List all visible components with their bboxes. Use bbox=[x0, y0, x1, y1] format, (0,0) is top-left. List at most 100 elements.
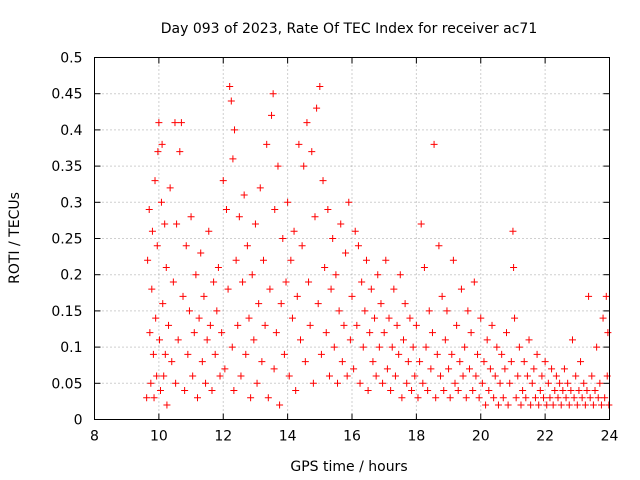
data-point bbox=[379, 379, 387, 387]
data-point bbox=[543, 401, 551, 409]
data-point bbox=[168, 358, 176, 366]
data-point bbox=[192, 271, 200, 279]
data-point bbox=[240, 191, 248, 199]
data-point bbox=[588, 372, 596, 380]
data-point bbox=[599, 314, 607, 322]
data-point bbox=[597, 401, 605, 409]
data-point bbox=[342, 249, 350, 257]
data-point bbox=[535, 401, 543, 409]
data-point bbox=[172, 379, 180, 387]
data-point bbox=[406, 314, 414, 322]
data-point bbox=[155, 119, 163, 127]
data-point bbox=[324, 206, 332, 214]
data-point bbox=[173, 220, 181, 228]
data-point bbox=[308, 148, 316, 156]
data-point bbox=[276, 401, 284, 409]
data-point bbox=[503, 329, 510, 337]
data-point bbox=[156, 387, 164, 395]
data-point bbox=[335, 307, 343, 315]
data-point bbox=[162, 263, 170, 271]
data-point bbox=[483, 336, 491, 344]
data-point bbox=[374, 271, 382, 279]
data-point bbox=[383, 365, 391, 373]
data-point bbox=[451, 379, 459, 387]
data-point bbox=[362, 256, 370, 264]
data-point bbox=[371, 314, 379, 322]
data-point bbox=[493, 343, 501, 351]
data-point bbox=[409, 343, 417, 351]
data-point bbox=[159, 300, 167, 308]
data-point bbox=[234, 321, 242, 329]
data-point bbox=[575, 387, 583, 395]
data-point bbox=[449, 256, 457, 264]
y-tick-label: 0.05 bbox=[51, 376, 82, 392]
data-point bbox=[395, 350, 403, 358]
y-tick-label: 0.5 bbox=[60, 51, 82, 67]
data-point bbox=[269, 90, 277, 98]
data-point bbox=[580, 379, 588, 387]
data-point bbox=[206, 321, 214, 329]
x-tick-label: 12 bbox=[214, 429, 232, 445]
data-point bbox=[359, 343, 367, 351]
data-point bbox=[161, 350, 169, 358]
data-point bbox=[171, 119, 179, 127]
data-point bbox=[153, 242, 161, 250]
data-point bbox=[464, 307, 472, 315]
data-point bbox=[256, 184, 264, 192]
data-point bbox=[441, 336, 449, 344]
data-point bbox=[179, 292, 187, 300]
x-axis: 8 10 12 14 16 18 20 22 24 bbox=[90, 57, 618, 445]
data-point bbox=[243, 242, 251, 250]
data-point bbox=[222, 206, 230, 214]
data-point bbox=[485, 387, 493, 395]
data-point bbox=[506, 379, 514, 387]
data-point bbox=[433, 350, 441, 358]
data-point bbox=[330, 343, 338, 351]
data-point bbox=[446, 394, 454, 402]
data-point bbox=[258, 358, 266, 366]
data-point bbox=[478, 379, 486, 387]
data-point bbox=[536, 387, 544, 395]
data-point bbox=[205, 227, 213, 235]
data-point bbox=[160, 372, 168, 380]
data-point bbox=[377, 300, 385, 308]
data-point bbox=[583, 387, 591, 395]
data-point bbox=[601, 394, 609, 402]
y-tick-label: 0.15 bbox=[51, 304, 82, 320]
grid bbox=[94, 57, 610, 420]
data-point bbox=[428, 329, 436, 337]
data-point bbox=[242, 350, 250, 358]
data-point bbox=[593, 343, 601, 351]
data-point bbox=[472, 372, 480, 380]
data-point bbox=[435, 242, 443, 250]
data-point bbox=[572, 372, 580, 380]
data-point bbox=[149, 350, 157, 358]
data-point bbox=[288, 314, 296, 322]
data-point bbox=[501, 365, 509, 373]
data-point bbox=[213, 307, 221, 315]
data-point bbox=[530, 365, 538, 373]
data-point bbox=[311, 213, 319, 221]
data-point bbox=[272, 329, 280, 337]
data-point bbox=[554, 394, 562, 402]
data-point bbox=[496, 379, 504, 387]
data-point bbox=[322, 329, 330, 337]
data-point bbox=[200, 292, 208, 300]
data-point bbox=[457, 285, 465, 293]
data-point bbox=[385, 314, 393, 322]
data-point bbox=[224, 285, 232, 293]
data-point bbox=[358, 278, 366, 286]
data-point bbox=[190, 329, 198, 337]
data-point bbox=[490, 394, 498, 402]
data-point bbox=[400, 336, 407, 344]
y-tick-label: 0.45 bbox=[51, 87, 82, 103]
data-point bbox=[301, 358, 309, 366]
data-point bbox=[432, 394, 440, 402]
data-point bbox=[198, 358, 206, 366]
data-point bbox=[470, 278, 478, 286]
data-point bbox=[195, 314, 203, 322]
data-point bbox=[346, 336, 354, 344]
data-point bbox=[176, 148, 184, 156]
data-point bbox=[438, 292, 446, 300]
